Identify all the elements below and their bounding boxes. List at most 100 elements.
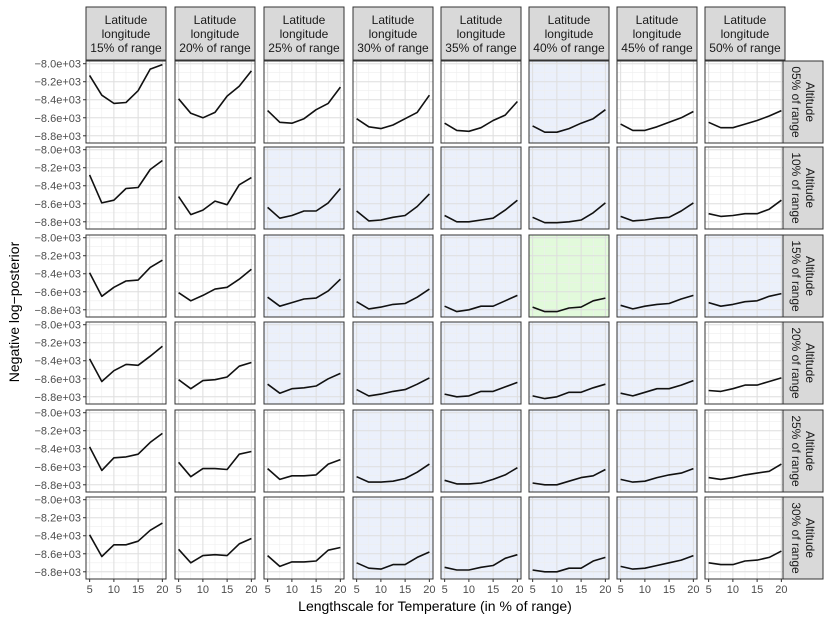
x-axis-title: Lengthscale for Temperature (in % of ran…: [298, 598, 572, 614]
panel-r4-c1: [85, 321, 167, 405]
y-tick-label: −8.8e+03: [35, 305, 82, 317]
y-tick-label: −8.0e+03: [35, 59, 82, 71]
panel-border: [440, 60, 522, 144]
strip-line: longitude: [545, 27, 594, 41]
strip-line: 35% of range: [445, 41, 517, 55]
panel-r5-c4: [352, 409, 434, 493]
y-tick-label: −8.0e+03: [35, 320, 82, 332]
strip-line: 15% of range: [90, 41, 162, 55]
y-tick-label: −8.0e+03: [35, 495, 82, 507]
series-line: [267, 546, 341, 568]
panel-r1-c3: [263, 60, 345, 144]
x-tick-label: 15: [487, 584, 499, 596]
row-strip-label: Altitude25% of range: [789, 415, 817, 487]
series-line: [88, 63, 163, 105]
panel-border: [616, 321, 698, 405]
strip-line: 15% of range: [789, 240, 803, 312]
panel-border: [616, 146, 698, 230]
y-tick-label: −8.8e+03: [35, 567, 82, 579]
strip-line: Latitude: [105, 13, 148, 27]
panel-border: [174, 234, 256, 318]
strip-line: Altitude: [803, 168, 817, 208]
x-tick-label: 20: [511, 584, 523, 596]
y-tick-label: −8.4e+03: [35, 95, 82, 107]
panel-border: [174, 60, 256, 144]
strip-background: [174, 6, 256, 61]
series-line: [444, 294, 518, 313]
x-tick-label: 10: [375, 584, 387, 596]
panel-r6-c7: [616, 496, 698, 580]
series-line: [177, 70, 253, 119]
panel-border: [263, 409, 345, 493]
series-line: [708, 109, 782, 129]
column-strip-label: Latitude longitude 15% of range: [90, 13, 162, 55]
series-line: [532, 556, 606, 573]
panel-border: [85, 234, 167, 318]
series-line: [532, 202, 606, 224]
y-tick-label: −8.6e+03: [35, 374, 82, 386]
column-strip-label: Latitude longitude 30% of range: [357, 13, 429, 55]
panel-border: [85, 60, 167, 144]
panel-border: [174, 321, 256, 405]
y-tick-label: −8.4e+03: [35, 269, 82, 281]
x-tick-label: 10: [108, 584, 120, 596]
row-strip-label: Altitude20% of range: [789, 327, 817, 399]
strip-line: longitude: [633, 27, 682, 41]
series-line: [532, 297, 606, 313]
panel-border: [528, 321, 610, 405]
series-line: [620, 294, 694, 310]
strip-background: [528, 6, 610, 61]
strip-line: 10% of range: [789, 152, 803, 224]
panel-r2-c8: [704, 146, 786, 230]
series-line: [708, 377, 782, 393]
column-strip-label: Latitude longitude 45% of range: [621, 13, 693, 55]
x-tick-label: 5: [354, 584, 360, 596]
series-line: [356, 193, 430, 222]
panel-border: [85, 496, 167, 580]
strip-line: 30% of range: [789, 502, 803, 574]
panel-r3-c6: [528, 234, 610, 318]
x-tick-label: 20: [687, 584, 699, 596]
x-tick-label: 5: [265, 584, 271, 596]
y-axis-title: Negative log−posterior: [6, 241, 22, 382]
y-tick-label: −8.6e+03: [35, 549, 82, 561]
panel-r4-c3: [263, 321, 345, 405]
strip-line: 40% of range: [533, 41, 605, 55]
strip-line: Latitude: [372, 13, 415, 27]
series-line: [620, 467, 694, 483]
row-strip-4: Altitude20% of range: [782, 321, 824, 405]
series-line: [356, 551, 430, 570]
strip-line: Latitude: [548, 13, 591, 27]
series-line: [267, 86, 342, 124]
panel-border: [85, 409, 167, 493]
y-tick-label: −8.2e+03: [35, 338, 82, 350]
x-tick-label: 10: [197, 584, 209, 596]
panel-r3-c7: [616, 234, 698, 318]
series-line: [444, 381, 518, 398]
strip-background: [782, 60, 824, 144]
column-strip-4: Latitude longitude 30% of range: [352, 6, 434, 61]
panel-r1-c4: [352, 60, 434, 144]
y-tick-label: −8.4e+03: [35, 531, 82, 543]
panel-r4-c2: [174, 321, 256, 405]
strip-line: longitude: [457, 27, 506, 41]
panel-border: [352, 234, 434, 318]
y-tick-label: −8.0e+03: [35, 145, 82, 157]
panel-r5-c2: [174, 409, 256, 493]
panel-border: [174, 409, 256, 493]
y-tick-label: −8.6e+03: [35, 287, 82, 299]
series-line: [444, 199, 518, 223]
x-tick-label: 15: [575, 584, 587, 596]
axes-layer: −8.0e+03 −8.2e+03 −8.4e+03 −8.6e+03 −8.8e+03…: [35, 59, 788, 596]
panel-r4-c6: [528, 321, 610, 405]
x-tick-label: 5: [706, 584, 712, 596]
strip-line: Latitude: [460, 13, 503, 27]
strip-line: 25% of range: [268, 41, 340, 55]
panel-r1-c2: [174, 60, 256, 144]
panel-border: [440, 496, 522, 580]
strip-background: [782, 409, 824, 493]
series-line: [708, 550, 782, 566]
strip-line: Altitude: [803, 343, 817, 383]
panel-r3-c2: [174, 234, 256, 318]
